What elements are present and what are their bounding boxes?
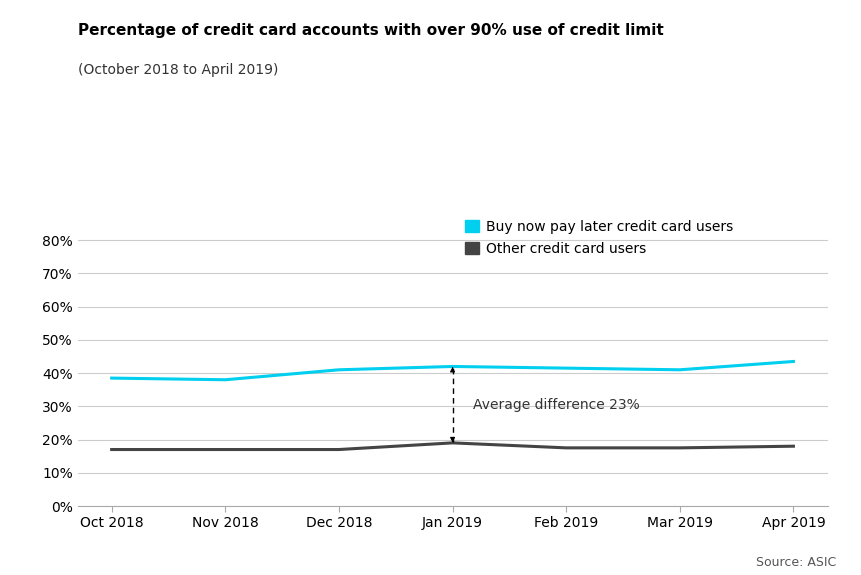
Text: Average difference 23%: Average difference 23% xyxy=(473,398,639,412)
Text: (October 2018 to April 2019): (October 2018 to April 2019) xyxy=(77,63,277,77)
Text: Percentage of credit card accounts with over 90% use of credit limit: Percentage of credit card accounts with … xyxy=(77,23,663,38)
Legend: Buy now pay later credit card users, Other credit card users: Buy now pay later credit card users, Oth… xyxy=(459,214,738,262)
Text: Source: ASIC: Source: ASIC xyxy=(755,556,835,569)
